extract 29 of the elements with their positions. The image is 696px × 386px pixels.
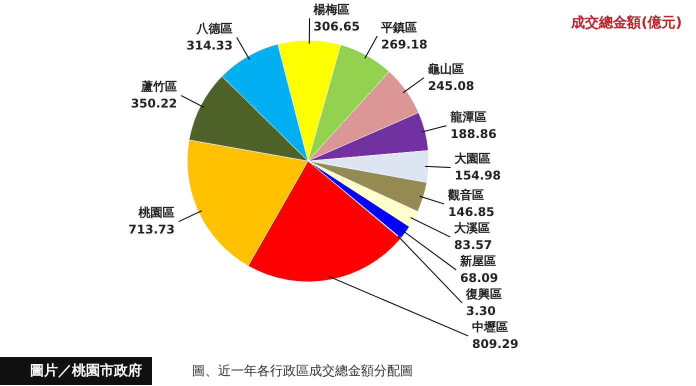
data-label: 350.22 [130, 96, 178, 111]
data-label: 3.30 [466, 304, 496, 318]
data-label: 809.29 [472, 337, 518, 352]
slice-label: 龍潭區 [449, 110, 486, 124]
data-label: 146.85 [448, 205, 494, 220]
data-label: 713.73 [128, 222, 175, 237]
text: 圖片／桃園市政府 [0, 357, 152, 385]
data-label: 314.33 [186, 38, 233, 52]
data-label: 269.18 [381, 37, 428, 52]
slice-label: 新屋區 [459, 254, 496, 268]
text: 成交總金額(億元) [571, 14, 682, 32]
slice-label: 觀音區 [447, 188, 484, 202]
slice-label: 平鎮區 [380, 20, 418, 34]
slice-label: 蘆竹區 [140, 80, 178, 94]
slice-label: 復興區 [465, 287, 502, 302]
text: 圖、近一年各行政區成交總金額分配圖 [192, 363, 413, 380]
data-label: 83.57 [454, 238, 492, 252]
slice-label: 龜山區 [426, 62, 464, 76]
data-label: 154.98 [454, 168, 501, 183]
slice-label: 大園區 [454, 152, 491, 166]
data-label: 188.86 [450, 126, 497, 141]
slice-label: 楊梅區 [312, 2, 350, 16]
slice-label: 中壢區 [472, 320, 508, 334]
data-label: 68.09 [460, 271, 498, 286]
slice-label: 桃園區 [138, 206, 175, 220]
slice-label: 大溪區 [454, 221, 490, 236]
data-label: 245.08 [428, 78, 474, 93]
slice-label: 八德區 [196, 21, 233, 36]
data-label: 306.65 [314, 19, 360, 34]
